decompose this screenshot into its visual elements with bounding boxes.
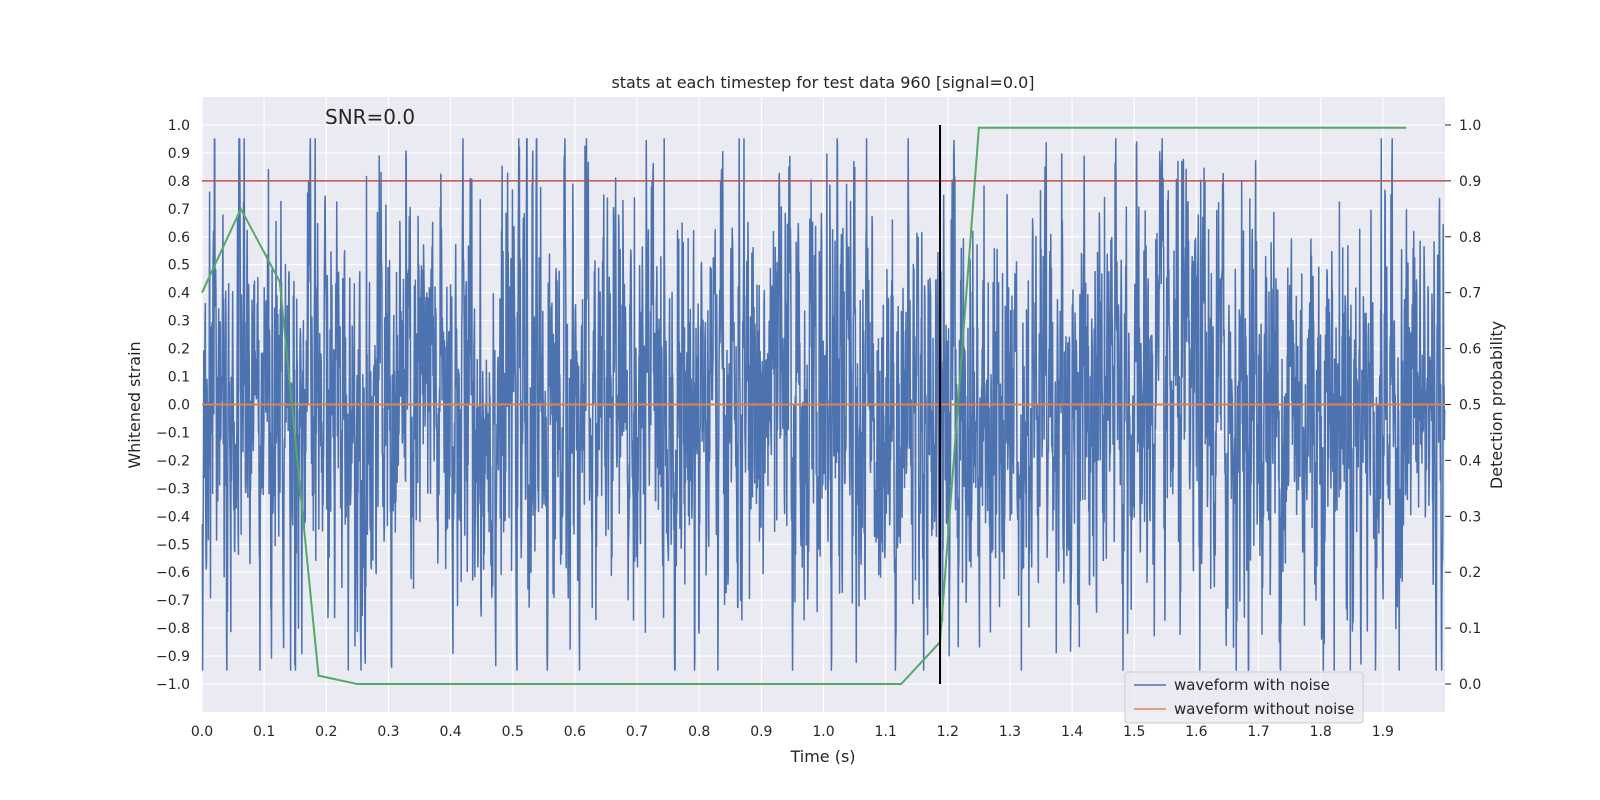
snr-annotation: SNR=0.0 — [325, 105, 415, 129]
y-tick-label: −0.1 — [156, 425, 190, 441]
y-tick-label: −0.2 — [156, 453, 190, 469]
y2-tick-label: 0.3 — [1459, 509, 1481, 525]
y-tick-label: 0.8 — [168, 174, 190, 190]
y-tick-label: −0.6 — [156, 565, 190, 581]
series-detection-probability — [201, 126, 1407, 686]
x-tick-label: 0.6 — [564, 724, 586, 740]
y-tick-label: 0.5 — [168, 258, 190, 274]
x-tick-label: 0.9 — [750, 724, 772, 740]
y-axis-title: Whitened strain — [125, 341, 144, 468]
x-tick-label: 1.9 — [1372, 724, 1394, 740]
x-tick-label: 1.8 — [1310, 724, 1332, 740]
ticks: 0.0 0.1 0.2 0.3 0.4 0.5 0.6 0.7 0.8 0.9 1.0 1.1 1.2 1… — [156, 118, 1481, 740]
y2-tick-label: 0.0 — [1459, 677, 1481, 693]
x-tick-label: 0.0 — [191, 724, 213, 740]
y2-tick-label: 0.5 — [1459, 398, 1481, 414]
y-tick-label: −0.3 — [156, 481, 190, 497]
y-tick-label: 0.0 — [168, 398, 190, 414]
y-tick-label: 0.3 — [168, 314, 190, 330]
y-tick-label: 0.2 — [168, 342, 190, 358]
y-tick-label: 0.6 — [168, 230, 190, 246]
x-tick-label: 1.3 — [999, 724, 1021, 740]
x-tick-label: 0.1 — [253, 724, 275, 740]
x-tick-label: 0.4 — [439, 724, 461, 740]
y-tick-label: 0.4 — [168, 286, 190, 302]
y2-tick-label: 0.1 — [1459, 621, 1481, 637]
y2-tick-label: 0.9 — [1459, 174, 1481, 190]
y-tick-label: −0.9 — [156, 649, 190, 665]
y2-tick-label: 0.7 — [1459, 286, 1481, 302]
y-tick-label: −0.7 — [156, 593, 190, 609]
y-tick-label: −1.0 — [156, 677, 190, 693]
y2-tick-label: 0.2 — [1459, 565, 1481, 581]
series-waveform-with-noise — [201, 138, 1446, 671]
chart-title: stats at each timestep for test data 960… — [611, 73, 1034, 92]
y-tick-label: −0.8 — [156, 621, 190, 637]
x-tick-label: 0.5 — [502, 724, 524, 740]
legend-box — [1124, 671, 1364, 724]
x-tick-label: 1.2 — [937, 724, 959, 740]
y-tick-label: −0.4 — [156, 509, 190, 525]
x-tick-label: 1.0 — [812, 724, 834, 740]
y-tick-label: 0.1 — [168, 370, 190, 386]
x-tick-label: 0.7 — [626, 724, 648, 740]
legend: waveform with noise waveform without noi… — [1124, 671, 1364, 724]
x-tick-label: 1.4 — [1061, 724, 1083, 740]
y2-tick-label: 0.4 — [1459, 453, 1481, 469]
legend-label-waveform-with-noise: waveform with noise — [1174, 676, 1330, 694]
x-tick-label: 1.1 — [875, 724, 897, 740]
x-tick-label: 1.7 — [1247, 724, 1269, 740]
y-tick-label: 0.7 — [168, 202, 190, 218]
legend-label-waveform-without-noise: waveform without noise — [1174, 700, 1354, 718]
x-tick-label: 1.5 — [1123, 724, 1145, 740]
series-layer — [201, 124, 1446, 686]
y2-tick-label: 0.6 — [1459, 342, 1481, 358]
y2-axis-title: Detection probability — [1487, 321, 1506, 489]
x-tick-label: 0.8 — [688, 724, 710, 740]
y-tick-label: 0.9 — [168, 146, 190, 162]
x-axis-title: Time (s) — [789, 747, 855, 766]
x-tick-label: 0.3 — [377, 724, 399, 740]
x-tick-label: 1.6 — [1185, 724, 1207, 740]
y2-tick-label: 0.8 — [1459, 230, 1481, 246]
x-tick-label: 0.2 — [315, 724, 337, 740]
y-tick-label: 1.0 — [168, 118, 190, 134]
y2-tick-label: 1.0 — [1459, 118, 1481, 134]
y-tick-label: −0.5 — [156, 537, 190, 553]
